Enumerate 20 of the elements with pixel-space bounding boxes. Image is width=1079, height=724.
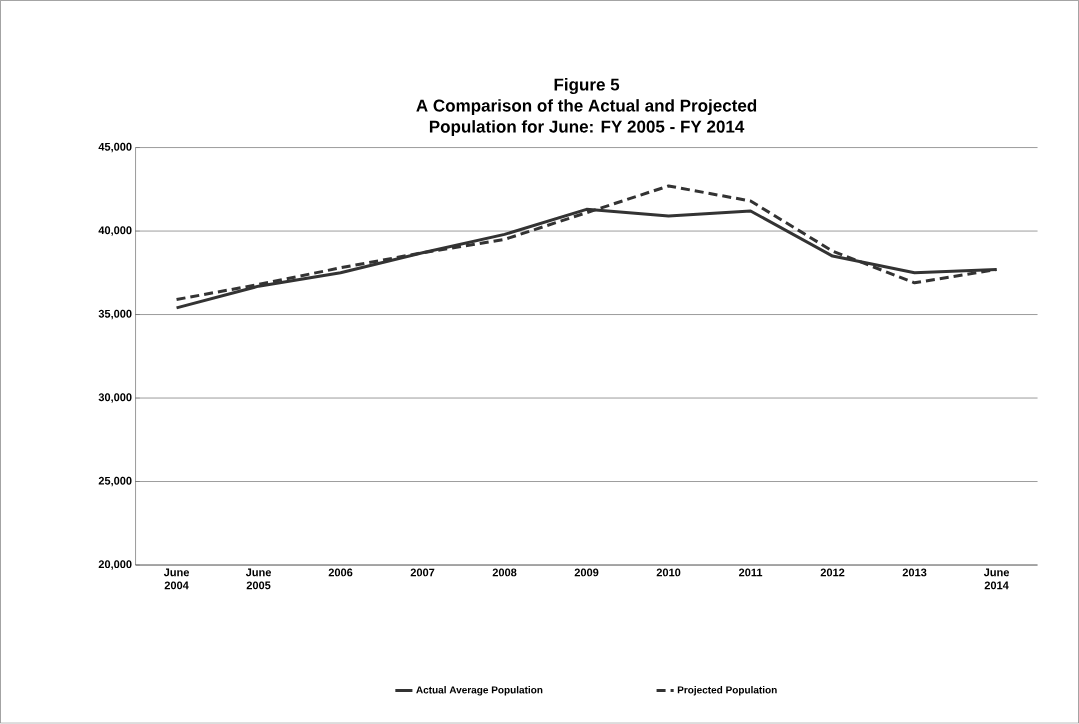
x-tick-label: 2012: [820, 568, 845, 577]
x-tick-label: June 2005: [245, 568, 272, 590]
legend-label: Projected Population: [677, 686, 777, 696]
x-tick-label: 2007: [410, 568, 435, 577]
y-tick-label: 45,000: [98, 143, 132, 153]
x-tick-label: June 2014: [983, 568, 1010, 590]
x-tick-label: 2010: [656, 568, 681, 577]
y-tick-label: 25,000: [98, 477, 132, 487]
y-tick-label: 35,000: [98, 310, 132, 320]
chart-title: Figure 5 A Comparison of the Actual and Projected Population for June: FY 2005 - FY 2014: [416, 78, 757, 137]
x-tick-label: 2011: [738, 568, 763, 577]
x-tick-label: 2009: [574, 568, 599, 577]
x-tick-label: 2013: [902, 568, 927, 577]
legend-label: Actual Average Population: [416, 686, 543, 696]
x-tick-label: 2006: [328, 568, 353, 577]
y-tick-label: 30,000: [98, 393, 132, 403]
y-tick-label: 40,000: [98, 226, 132, 236]
y-tick-label: 20,000: [98, 560, 132, 570]
x-tick-label: 2008: [492, 568, 517, 577]
x-tick-label: June 2004: [163, 568, 190, 590]
